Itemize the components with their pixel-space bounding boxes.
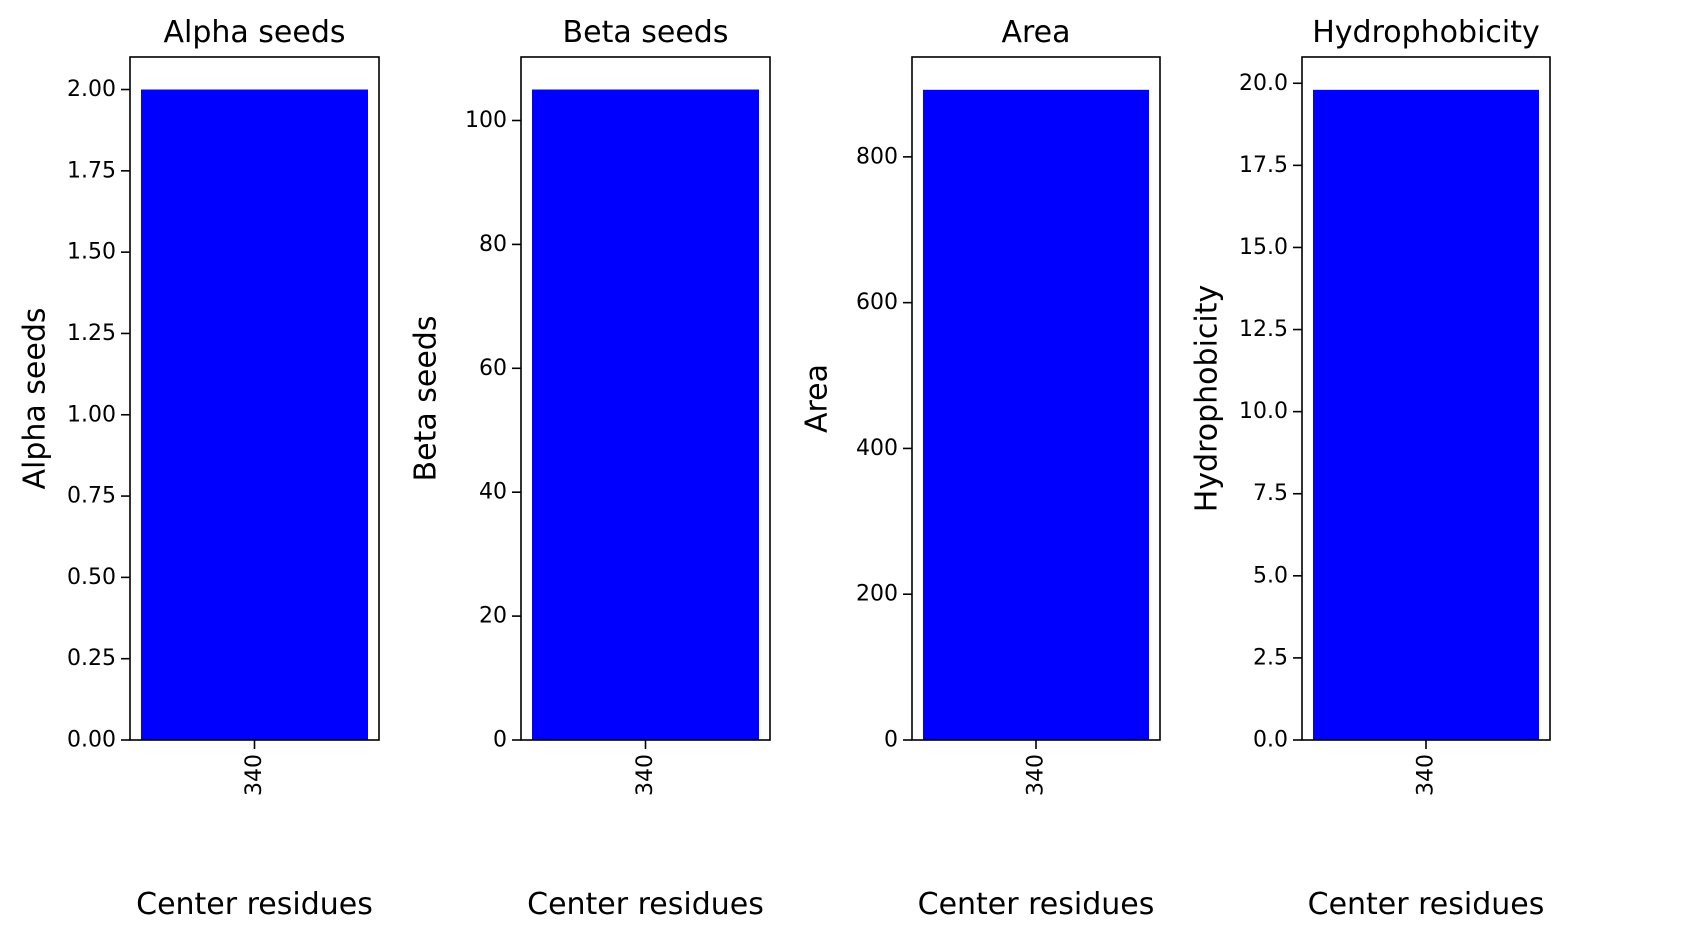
chart-title: Alpha seeds bbox=[163, 15, 345, 50]
y-tick-label: 600 bbox=[856, 290, 898, 315]
x-tick-label: 340 bbox=[633, 754, 658, 796]
y-axis-label: Area bbox=[800, 364, 835, 433]
y-tick-label: 100 bbox=[465, 108, 507, 133]
x-axis-label: Center residues bbox=[1308, 887, 1545, 922]
y-tick-label: 400 bbox=[856, 436, 898, 461]
y-tick-label: 15.0 bbox=[1239, 235, 1288, 260]
y-tick-label: 1.00 bbox=[67, 402, 116, 427]
y-tick-label: 1.50 bbox=[67, 240, 116, 265]
x-tick-label: 340 bbox=[1414, 754, 1439, 796]
y-tick-label: 2.00 bbox=[67, 77, 116, 102]
y-tick-label: 10.0 bbox=[1239, 399, 1288, 424]
y-tick-label: 0.50 bbox=[67, 565, 116, 590]
chart-title: Beta seeds bbox=[563, 15, 729, 50]
y-tick-label: 0.0 bbox=[1253, 728, 1288, 753]
y-tick-label: 0.25 bbox=[67, 646, 116, 671]
x-tick-label: 340 bbox=[242, 754, 267, 796]
y-tick-label: 800 bbox=[856, 144, 898, 169]
y-axis-label: Alpha seeds bbox=[18, 307, 53, 489]
y-tick-label: 12.5 bbox=[1239, 317, 1288, 342]
x-axis-label: Center residues bbox=[136, 887, 373, 922]
y-tick-label: 5.0 bbox=[1253, 563, 1288, 588]
y-tick-label: 0 bbox=[493, 728, 507, 753]
y-tick-label: 1.75 bbox=[67, 158, 116, 183]
y-tick-label: 200 bbox=[856, 582, 898, 607]
y-tick-label: 0 bbox=[884, 728, 898, 753]
x-tick-label: 340 bbox=[1024, 754, 1049, 796]
y-tick-label: 0.75 bbox=[67, 484, 116, 509]
bar bbox=[1313, 89, 1539, 740]
bar bbox=[141, 89, 368, 741]
chart-title: Area bbox=[1001, 15, 1070, 50]
y-tick-label: 20.0 bbox=[1239, 71, 1288, 96]
y-tick-label: 1.25 bbox=[67, 321, 116, 346]
y-tick-label: 20 bbox=[479, 604, 507, 629]
chart-title: Hydrophobicity bbox=[1312, 15, 1540, 50]
y-tick-label: 40 bbox=[479, 480, 507, 505]
y-axis-label: Hydrophobicity bbox=[1190, 285, 1225, 513]
bar bbox=[532, 89, 759, 741]
y-tick-label: 80 bbox=[479, 232, 507, 257]
y-tick-label: 60 bbox=[479, 356, 507, 381]
y-tick-label: 2.5 bbox=[1253, 645, 1288, 670]
x-axis-label: Center residues bbox=[527, 887, 764, 922]
y-tick-label: 0.00 bbox=[67, 728, 116, 753]
x-axis-label: Center residues bbox=[918, 887, 1155, 922]
y-axis-label: Beta seeds bbox=[409, 316, 444, 482]
bar bbox=[923, 89, 1149, 740]
y-tick-label: 17.5 bbox=[1239, 153, 1288, 178]
y-tick-label: 7.5 bbox=[1253, 481, 1288, 506]
